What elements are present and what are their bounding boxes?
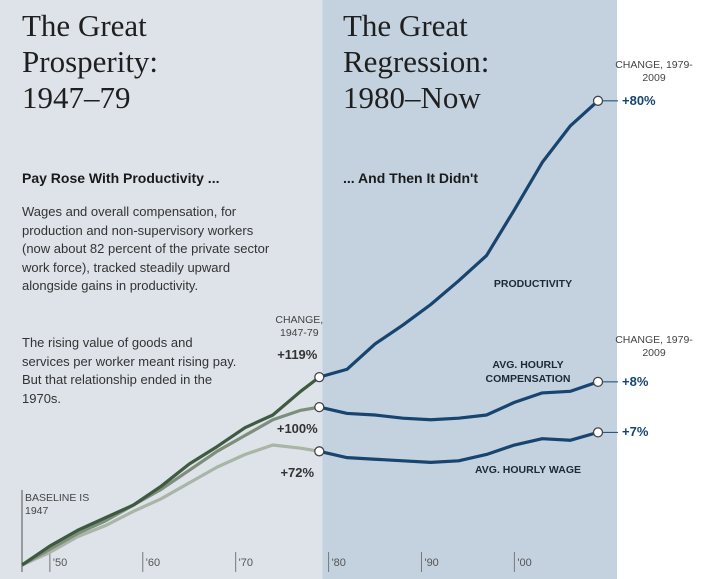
series-label: AVG. HOURLY WAGE: [475, 464, 581, 476]
change-marker: [592, 427, 604, 438]
x-tick-label: '60: [146, 557, 160, 569]
series-line-early: [21, 405, 320, 567]
paragraph: Wages and overall compensation, for prod…: [22, 204, 270, 293]
change-label: +7%: [622, 424, 649, 440]
change-heading: CHANGE, 1979-2009: [615, 58, 693, 84]
x-tick-label: '80: [332, 557, 346, 569]
change-marker: [314, 401, 325, 413]
series-line-late: [318, 380, 599, 422]
change-marker: [592, 376, 604, 388]
left-subtitle: Pay Rose With Productivity ...: [22, 170, 220, 186]
x-tick-label: '90: [424, 557, 438, 569]
paragraph: The rising value of goods and services p…: [22, 335, 237, 406]
change-marker: [314, 446, 325, 457]
x-tick-label: '50: [53, 557, 67, 569]
change-label: +8%: [622, 373, 649, 389]
change-label: +119%: [277, 347, 318, 363]
right-panel: [322, 0, 617, 579]
right-subtitle: ... And Then It Didn't: [343, 170, 479, 186]
series-line-early: [21, 375, 321, 567]
left-title: The Great Prosperity: 1947–79: [22, 8, 159, 115]
series-line-early: [21, 443, 320, 567]
left-panel: [0, 0, 323, 579]
series-label: AVG. HOURLY COMPENSATION: [485, 359, 571, 385]
change-heading: CHANGE, 1979-2009: [615, 333, 693, 359]
change-label: +72%: [280, 465, 315, 481]
series-line-late: [318, 430, 599, 464]
x-tick-label: '70: [239, 557, 253, 569]
series-line-late: [318, 99, 600, 379]
change-label: +100%: [276, 421, 318, 437]
change-marker: [314, 371, 325, 383]
x-tick-label: '00: [517, 557, 531, 569]
change-marker: [592, 95, 604, 106]
right-title: The Great Regression: 1980–Now: [343, 8, 490, 115]
change-heading: CHANGE, 1947-79: [275, 314, 324, 340]
baseline-note: BASELINE IS 1947: [25, 492, 90, 517]
series-label: PRODUCTIVITY: [493, 278, 573, 290]
change-label: +80%: [622, 92, 656, 108]
